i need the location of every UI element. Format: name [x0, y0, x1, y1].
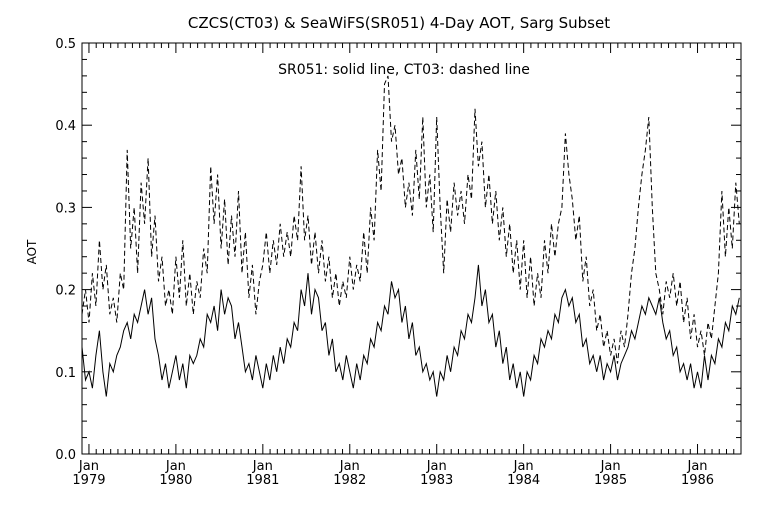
x-tick-month: Jan	[78, 459, 99, 474]
y-tick-label: 0.2	[55, 284, 76, 299]
x-tick-month: Jan	[687, 459, 708, 474]
x-tick-year: 1981	[246, 473, 279, 488]
x-tick-month: Jan	[339, 459, 360, 474]
x-tick-year: 1984	[507, 473, 540, 488]
series-line-ct03	[81, 75, 740, 364]
y-tick-label: 0.0	[55, 448, 76, 463]
plot-frame	[81, 42, 742, 455]
x-tick-month: Jan	[513, 459, 534, 474]
y-tick-label: 0.1	[55, 366, 76, 381]
x-tick-year: 1983	[420, 473, 453, 488]
x-tick-year: 1979	[72, 473, 105, 488]
x-tick-month: Jan	[252, 459, 273, 474]
y-axis-label: AOT	[25, 239, 39, 264]
x-tick-year: 1985	[594, 473, 627, 488]
x-tick-month: Jan	[426, 459, 447, 474]
chart-title: CZCS(CT03) & SeaWiFS(SR051) 4-Day AOT, S…	[188, 14, 610, 32]
series-group	[81, 75, 740, 397]
x-axis: Jan1979Jan1980Jan1981Jan1982Jan1983Jan19…	[72, 43, 742, 488]
x-tick-year: 1986	[681, 473, 714, 488]
x-tick-year: 1980	[159, 473, 192, 488]
y-tick-label: 0.5	[55, 37, 76, 52]
y-axis: 0.0 0.1 0.2 0.3 0.4 0.5	[55, 37, 741, 463]
x-tick-month: Jan	[600, 459, 621, 474]
y-tick-label: 0.3	[55, 201, 76, 216]
x-tick-year: 1982	[333, 473, 366, 488]
y-tick-label: 0.4	[55, 119, 76, 134]
series-annotation: SR051: solid line, CT03: dashed line	[278, 62, 530, 78]
series-line-sr051	[81, 264, 740, 397]
x-tick-month: Jan	[165, 459, 186, 474]
